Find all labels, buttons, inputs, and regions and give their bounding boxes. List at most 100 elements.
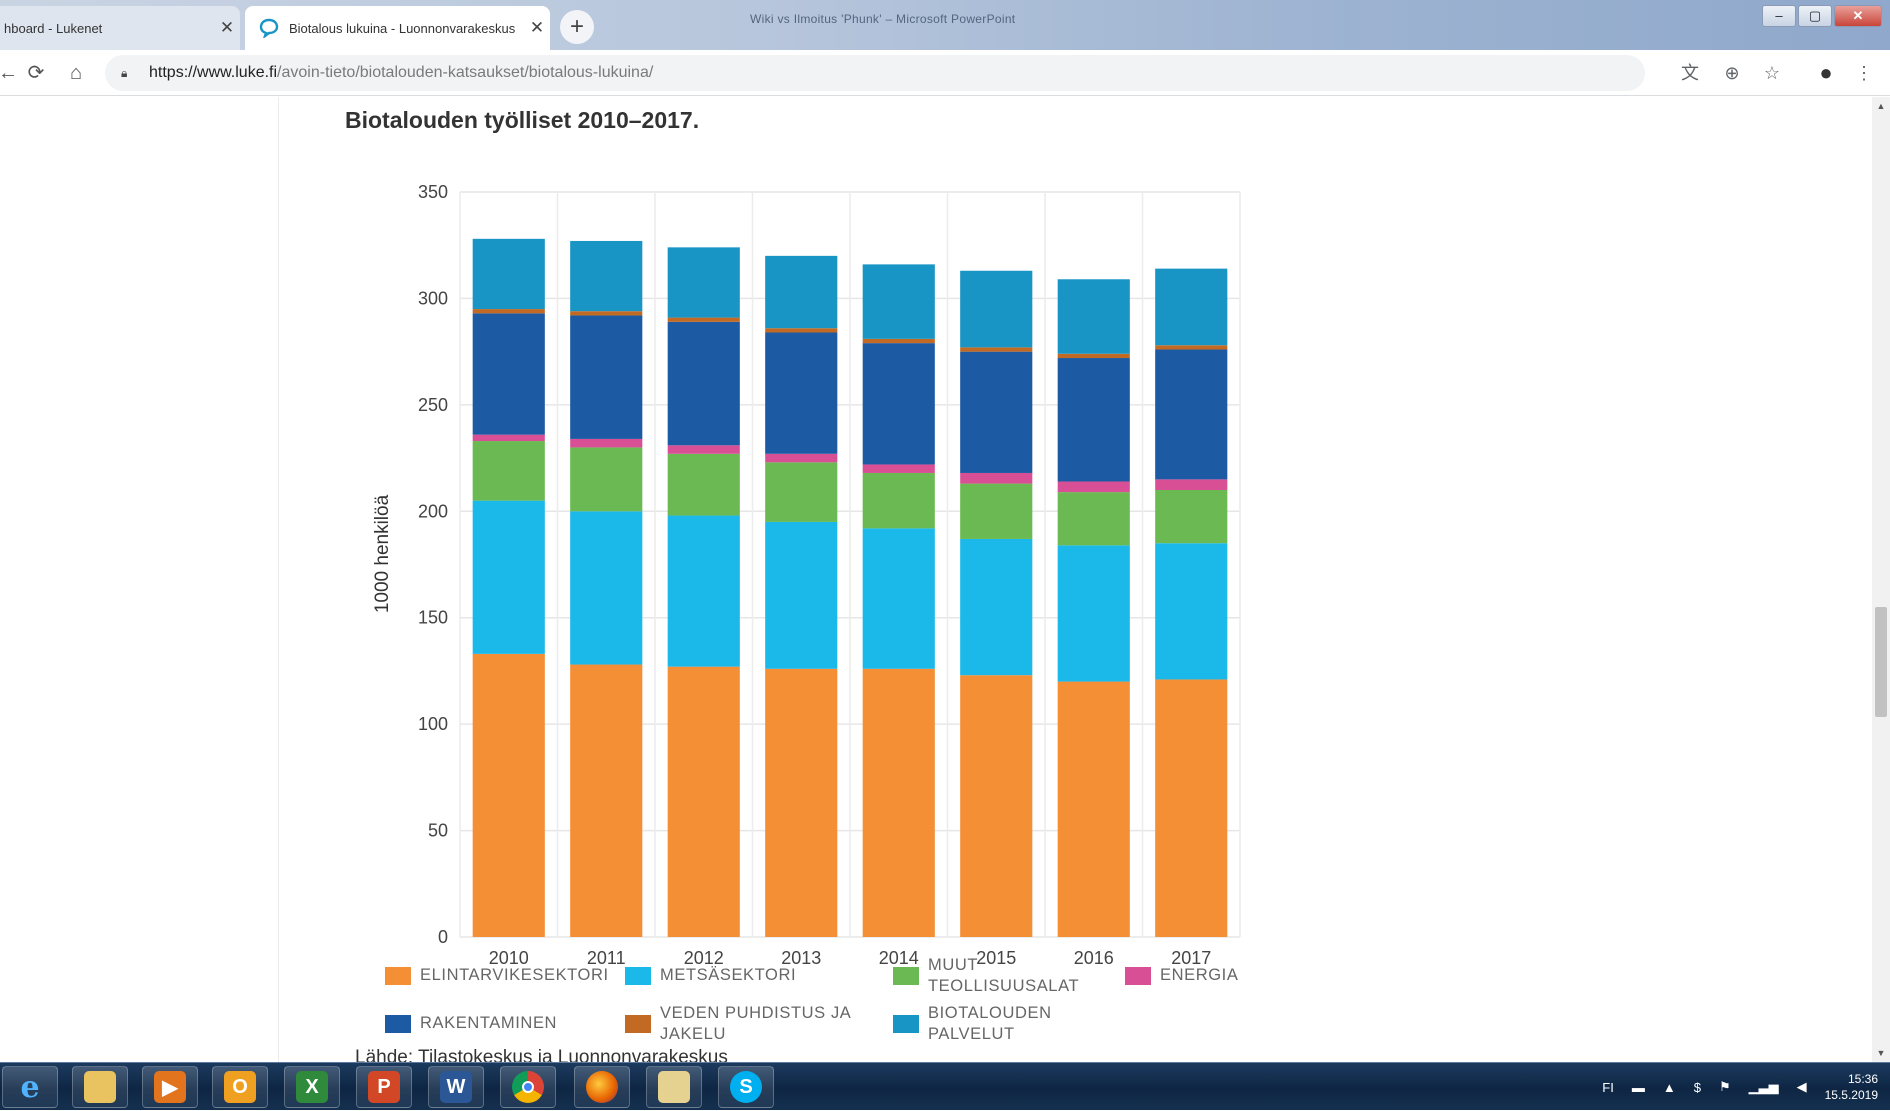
- action-center-flag-icon[interactable]: ⚑: [1718, 1079, 1731, 1094]
- bar-segment[interactable]: [1057, 358, 1130, 482]
- legend-item[interactable]: MUUT TEOLLISUUSALAT: [893, 955, 1093, 997]
- bar-segment[interactable]: [570, 438, 643, 448]
- zoom-icon[interactable]: ⊕: [1724, 63, 1740, 83]
- legend-item[interactable]: VEDEN PUHDISTUS JA JAKELU: [625, 1003, 875, 1045]
- bar-segment[interactable]: [1155, 345, 1228, 350]
- legend-item[interactable]: METSÄSEKTORI: [625, 965, 796, 986]
- bar-segment[interactable]: [570, 447, 643, 512]
- new-tab-button[interactable]: +: [560, 10, 594, 44]
- bar-segment[interactable]: [472, 441, 545, 501]
- bar-segment[interactable]: [765, 453, 838, 463]
- bar-segment[interactable]: [960, 351, 1033, 473]
- scroll-up-arrow-icon[interactable]: ▲: [1876, 101, 1886, 111]
- language-indicator[interactable]: FI: [1602, 1079, 1614, 1095]
- legend-item[interactable]: RAKENTAMINEN: [385, 1013, 557, 1034]
- internet-explorer-icon[interactable]: e: [2, 1066, 58, 1108]
- tab-lukenet[interactable]: hboard - Lukenet ✕: [0, 6, 240, 50]
- bar-segment[interactable]: [862, 343, 935, 465]
- keyboard-icon[interactable]: ▬: [1631, 1079, 1645, 1095]
- bar-segment[interactable]: [472, 309, 545, 314]
- bar-segment[interactable]: [667, 445, 740, 454]
- bar-segment[interactable]: [667, 317, 740, 322]
- bar-segment[interactable]: [667, 453, 740, 516]
- bar-segment[interactable]: [765, 328, 838, 333]
- bar-segment[interactable]: [1155, 490, 1228, 544]
- show-hidden-icons-icon[interactable]: ▲: [1662, 1079, 1676, 1095]
- bar-segment[interactable]: [765, 668, 838, 937]
- dollar-icon[interactable]: $: [1693, 1079, 1701, 1095]
- bar-segment[interactable]: [1057, 279, 1130, 354]
- legend-item[interactable]: ENERGIA: [1125, 965, 1238, 986]
- close-tab-icon[interactable]: ✕: [529, 18, 545, 37]
- bar-segment[interactable]: [1155, 679, 1228, 937]
- bar-segment[interactable]: [472, 500, 545, 654]
- bar-segment[interactable]: [960, 347, 1033, 352]
- bar-segment[interactable]: [1057, 481, 1130, 493]
- bar-segment[interactable]: [765, 332, 838, 454]
- network-signal-icon[interactable]: ▁▃▅: [1748, 1079, 1779, 1094]
- menu-dots-icon[interactable]: ⋮: [1855, 63, 1873, 83]
- bar-segment[interactable]: [472, 434, 545, 442]
- folder-icon[interactable]: [646, 1066, 702, 1108]
- scroll-thumb[interactable]: [1875, 607, 1887, 717]
- powerpoint-icon[interactable]: P: [356, 1066, 412, 1108]
- bar-segment[interactable]: [862, 472, 935, 529]
- bar-segment[interactable]: [862, 668, 935, 937]
- bar-segment[interactable]: [765, 462, 838, 522]
- legend-item[interactable]: ELINTARVIKESEKTORI: [385, 965, 609, 986]
- bar-segment[interactable]: [667, 247, 740, 318]
- bar-segment[interactable]: [765, 255, 838, 329]
- bar-segment[interactable]: [960, 538, 1033, 676]
- volume-icon[interactable]: ◀: [1796, 1079, 1807, 1094]
- bar-segment[interactable]: [862, 264, 935, 339]
- bar-segment[interactable]: [472, 238, 545, 310]
- bar-segment[interactable]: [862, 528, 935, 669]
- bar-segment[interactable]: [570, 315, 643, 439]
- tab-biotalous[interactable]: Biotalous lukuina - Luonnonvarakeskus ✕: [245, 6, 550, 50]
- minimize-button[interactable]: –: [1762, 5, 1796, 27]
- home-icon[interactable]: ⌂: [69, 62, 83, 84]
- word-icon[interactable]: W: [428, 1066, 484, 1108]
- bar-segment[interactable]: [960, 472, 1033, 484]
- close-tab-icon[interactable]: ✕: [219, 18, 235, 37]
- file-explorer-icon[interactable]: [72, 1066, 128, 1108]
- bar-segment[interactable]: [1057, 545, 1130, 682]
- skype-icon[interactable]: S: [718, 1066, 774, 1108]
- firefox-icon[interactable]: [574, 1066, 630, 1108]
- reload-icon[interactable]: ⟳: [27, 62, 45, 84]
- bar-segment[interactable]: [570, 511, 643, 665]
- bar-segment[interactable]: [570, 664, 643, 937]
- bar-segment[interactable]: [960, 483, 1033, 539]
- bar-segment[interactable]: [570, 240, 643, 312]
- close-window-button[interactable]: ✕: [1834, 5, 1882, 27]
- vertical-scrollbar[interactable]: ▲ ▼: [1872, 97, 1890, 1062]
- bar-segment[interactable]: [667, 666, 740, 937]
- media-player-icon[interactable]: ▶: [142, 1066, 198, 1108]
- bar-segment[interactable]: [472, 653, 545, 937]
- bar-segment[interactable]: [1057, 681, 1130, 937]
- system-clock[interactable]: 15:36 15.5.2019: [1825, 1071, 1878, 1103]
- bookmark-star-icon[interactable]: ☆: [1763, 63, 1781, 83]
- bar-segment[interactable]: [960, 270, 1033, 348]
- bar-segment[interactable]: [862, 464, 935, 473]
- bar-segment[interactable]: [1155, 479, 1228, 490]
- bar-segment[interactable]: [1057, 353, 1130, 359]
- bar-segment[interactable]: [667, 515, 740, 667]
- bar-segment[interactable]: [1155, 349, 1228, 480]
- bar-segment[interactable]: [472, 313, 545, 435]
- bar-segment[interactable]: [862, 338, 935, 344]
- bar-segment[interactable]: [1155, 268, 1228, 346]
- translate-icon[interactable]: 文: [1681, 63, 1699, 83]
- outlook-icon[interactable]: O: [212, 1066, 268, 1108]
- scroll-down-arrow-icon[interactable]: ▼: [1876, 1048, 1886, 1058]
- bar-segment[interactable]: [960, 675, 1033, 937]
- bar-segment[interactable]: [570, 311, 643, 316]
- excel-icon[interactable]: X: [284, 1066, 340, 1108]
- bar-segment[interactable]: [667, 321, 740, 446]
- legend-item[interactable]: BIOTALOUDEN PALVELUT: [893, 1003, 1093, 1045]
- bar-segment[interactable]: [1057, 492, 1130, 546]
- bar-segment[interactable]: [1155, 543, 1228, 680]
- back-arrow-icon[interactable]: ←: [0, 62, 18, 84]
- address-bar[interactable]: 🔒︎ https://www.luke.fi/avoin-tieto/biota…: [105, 55, 1645, 91]
- maximize-button[interactable]: ▢: [1798, 5, 1832, 27]
